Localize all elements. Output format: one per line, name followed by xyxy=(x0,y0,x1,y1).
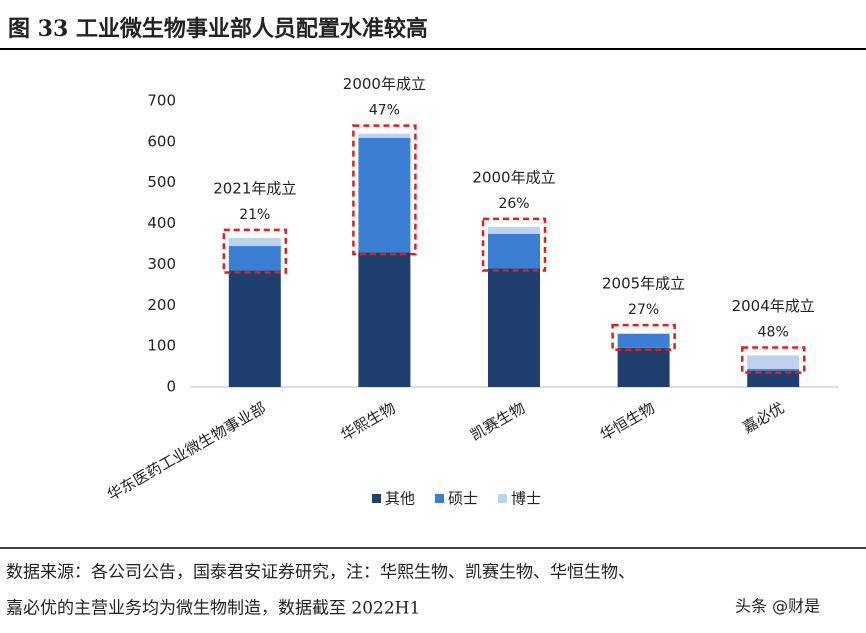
bar-segment xyxy=(358,252,411,387)
founded-label: 2005年成立 xyxy=(602,275,685,293)
share-label: 27% xyxy=(628,302,659,318)
x-tick-label: 华恒生物 xyxy=(597,399,658,445)
y-tick-label: 400 xyxy=(147,214,176,232)
highlight-box xyxy=(481,217,547,272)
bar-segment xyxy=(228,237,281,247)
y-tick-label: 500 xyxy=(147,173,176,191)
bar-segment xyxy=(488,268,540,387)
legend-label: 其他 xyxy=(385,490,415,508)
legend-swatch xyxy=(372,494,381,503)
x-tick-label: 华东医药工业微生物事业部 xyxy=(104,399,269,505)
bar-segment xyxy=(617,333,670,348)
share-label: 26% xyxy=(498,196,529,212)
y-tick-label: 100 xyxy=(147,337,176,355)
bar-segment xyxy=(488,233,540,269)
source-line: 嘉必优的主营业务均为微生物制造，数据截至 2022H1 xyxy=(6,599,420,619)
bar-segment xyxy=(228,270,281,387)
y-tick-label: 300 xyxy=(147,255,176,273)
legend-label: 博士 xyxy=(511,490,541,508)
y-tick-label: 600 xyxy=(147,132,176,150)
highlight-box xyxy=(611,323,676,352)
legend-swatch xyxy=(498,494,508,503)
bar-segment xyxy=(228,246,281,271)
y-tick-label: 0 xyxy=(166,378,176,396)
founded-label: 2021年成立 xyxy=(213,179,296,197)
bar-segment xyxy=(747,369,800,371)
x-tick-label: 凯赛生物 xyxy=(467,399,528,445)
bar-segment xyxy=(358,137,411,253)
chart-title: 图 33 工业微生物事业部人员配置水准较高 xyxy=(8,16,428,42)
share-label: 21% xyxy=(239,207,270,223)
founded-label: 2000年成立 xyxy=(472,168,555,186)
highlight-box xyxy=(352,124,417,256)
founded-label: 2000年成立 xyxy=(343,75,426,93)
x-tick-label: 嘉必优 xyxy=(739,399,787,437)
bar-segment xyxy=(747,370,800,387)
bar-segment xyxy=(488,226,540,234)
y-tick-label: 200 xyxy=(147,296,176,314)
y-tick-label: 700 xyxy=(147,92,176,110)
bar-segment xyxy=(617,347,670,387)
bar-segment xyxy=(358,133,411,138)
founded-label: 2004年成立 xyxy=(732,297,815,315)
watermark: 头条 @财是 xyxy=(735,597,820,616)
source-line: 数据来源：各公司公告，国泰君安证券研究，注：华熙生物、凯赛生物、华恒生物、 xyxy=(6,562,635,583)
highlight-box xyxy=(740,346,806,374)
highlight-box xyxy=(222,228,288,274)
legend-swatch xyxy=(435,494,445,503)
legend-label: 硕士 xyxy=(448,490,478,508)
share-label: 48% xyxy=(758,325,789,341)
x-tick-label: 华熙生物 xyxy=(338,399,399,445)
bar-segment xyxy=(617,333,670,334)
share-label: 47% xyxy=(369,103,400,119)
bar-segment xyxy=(747,355,800,370)
